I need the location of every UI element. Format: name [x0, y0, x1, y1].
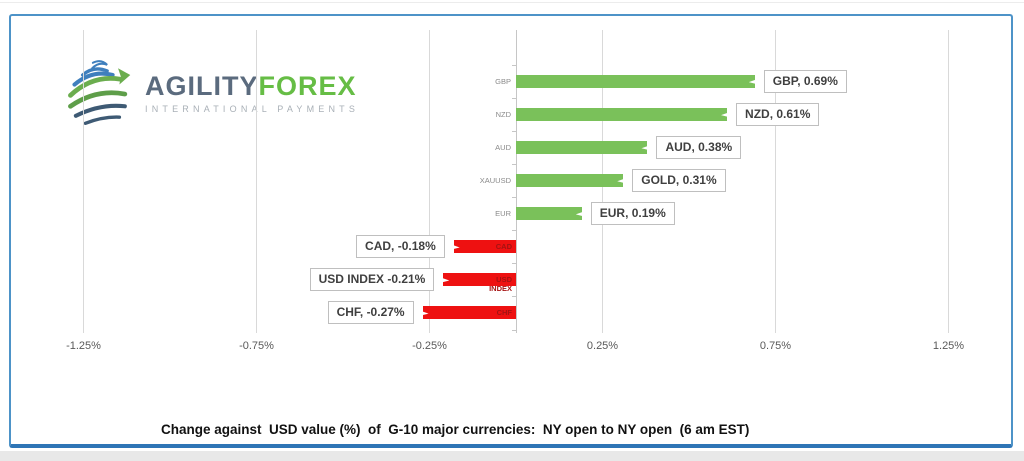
bottom-strip: [0, 451, 1024, 461]
top-hairline: [0, 2, 1024, 3]
logo-text: AGILITYFOREX INTERNATIONAL PAYMENTS: [145, 71, 359, 114]
brand-secondary: FOREX: [258, 70, 357, 101]
agilityforex-globe-logo: [68, 60, 131, 125]
brand-tagline: INTERNATIONAL PAYMENTS: [145, 103, 360, 114]
brand-name: AGILITYFOREX: [145, 71, 359, 101]
brand-primary: AGILITY: [145, 70, 259, 101]
chart-title: Change against USD value (%) of G-10 maj…: [161, 422, 750, 437]
chart-card: AGILITYFOREX INTERNATIONAL PAYMENTS Chan…: [9, 14, 1013, 448]
agilityforex-logo: AGILITYFOREX INTERNATIONAL PAYMENTS: [65, 54, 359, 130]
